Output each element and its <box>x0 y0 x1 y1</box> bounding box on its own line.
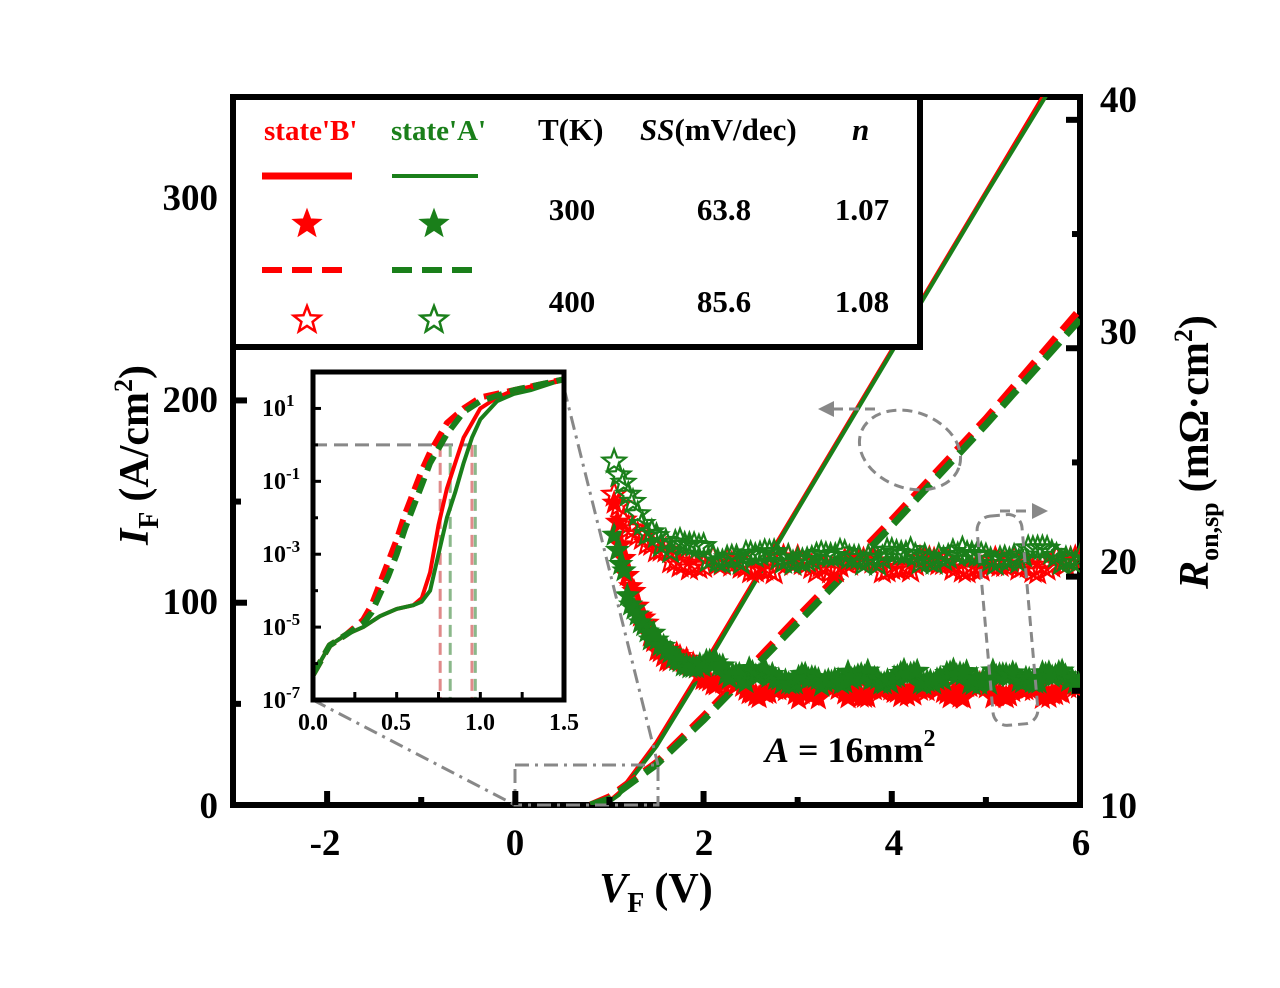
inset-y-tick-label: 101 <box>262 391 295 422</box>
legend-row-400-ss: 85.6 <box>697 284 751 319</box>
ron-star-marker <box>900 540 930 568</box>
ron-star-marker <box>604 460 634 488</box>
zoom-connector <box>312 698 516 807</box>
zoom-connector <box>562 387 660 766</box>
ron-star-marker <box>904 657 930 682</box>
y-right-tick-label: 10 <box>1100 786 1137 827</box>
right-arrow-head <box>1032 503 1048 519</box>
inset-x-tick-label: 0.5 <box>381 710 411 736</box>
inset-line <box>313 377 564 676</box>
x-tick-label: 0 <box>506 823 525 864</box>
inset-plot: 0.0 0.5 1.0 1.5 10-7 10-5 10-3 10-1 101 <box>262 369 579 736</box>
ron-star-marker <box>684 531 714 560</box>
legend-box <box>230 94 923 350</box>
legend-star-b-400 <box>290 302 324 335</box>
legend-star-a-400 <box>417 302 451 335</box>
y-left-axis-label: IF(A/cm2) <box>109 365 165 546</box>
inset-x-tick-label: 0.0 <box>298 710 328 736</box>
inset-x-tick-label: 1.5 <box>549 710 579 736</box>
inset-threshold-guides <box>313 443 477 700</box>
left-arrow-head <box>818 401 834 417</box>
y-right-tick-label: 30 <box>1100 312 1137 353</box>
y-right-axis-label: Ron,sp(mΩ·cm2) <box>1169 315 1224 590</box>
legend-row-400-n: 1.08 <box>835 284 889 319</box>
ron-star-marker <box>613 479 643 507</box>
legend-header-ss: SS(mV/dec) <box>640 112 797 147</box>
legend-row-300-t: 300 <box>549 192 596 227</box>
zoom-region-box <box>513 763 660 807</box>
ron-star-marker <box>632 518 662 547</box>
inset-y-tick-label: 10-7 <box>262 683 301 714</box>
ron-markers <box>599 446 1080 710</box>
y-left-tick-label: 300 <box>163 178 219 219</box>
x-tick-label: -2 <box>310 823 341 864</box>
ron-star-marker <box>599 446 629 474</box>
iv-group-ellipse <box>857 408 963 492</box>
legend-star-b-300 <box>291 207 323 238</box>
ron-star-marker <box>1060 548 1080 576</box>
area-annotation: A = 16mm2 <box>763 726 936 770</box>
legend: state'B' state'A' T(K) SS(mV/dec) n 300 … <box>230 94 923 350</box>
ron-star-marker <box>618 486 648 515</box>
y-left-tick-label: 100 <box>163 582 219 623</box>
ron-star-marker <box>689 530 718 559</box>
legend-row-400-t: 400 <box>549 284 596 319</box>
ron-group-ellipse <box>975 513 1040 727</box>
inset-x-tick-label: 1.0 <box>465 710 495 736</box>
inset-y-tick-label: 10-5 <box>262 610 300 641</box>
inset-ticks <box>313 406 524 700</box>
ron-star-marker <box>604 536 631 562</box>
x-tick-label: 4 <box>885 823 904 864</box>
inset-line <box>313 376 564 676</box>
inset-line <box>313 376 564 676</box>
legend-header-state-b: state'B' <box>264 115 357 147</box>
y-right-tick-label: 20 <box>1100 542 1137 583</box>
inset-y-tick-label: 10-3 <box>262 537 300 568</box>
ron-star-marker <box>820 540 850 569</box>
y-left-tick-label: 200 <box>163 380 219 421</box>
x-axis-label: VF (V) <box>599 866 712 919</box>
legend-header-state-a: state'A' <box>391 115 486 147</box>
ron-star-marker <box>1065 545 1080 574</box>
y-right-tick-label: 40 <box>1100 80 1137 121</box>
inset-curves <box>313 376 564 676</box>
legend-row-300-n: 1.07 <box>835 192 889 227</box>
ron-star-marker <box>611 557 637 582</box>
x-tick-label: 2 <box>695 823 714 864</box>
x-tick-label: 6 <box>1072 823 1091 864</box>
ron-star-marker <box>844 542 874 571</box>
y-left-tick-label: 0 <box>200 786 219 827</box>
inset-y-tick-label: 10-1 <box>262 464 300 495</box>
guide-annotations <box>312 387 1048 807</box>
ron-star-marker <box>1065 541 1080 570</box>
legend-header-temperature: T(K) <box>538 112 603 147</box>
legend-row-300-ss: 63.8 <box>697 192 751 227</box>
ron-star-marker <box>896 534 925 563</box>
ron-star-marker <box>740 540 770 569</box>
legend-star-a-300 <box>418 207 450 238</box>
ron-star-marker <box>609 467 638 495</box>
legend-header-n: n <box>852 112 869 147</box>
